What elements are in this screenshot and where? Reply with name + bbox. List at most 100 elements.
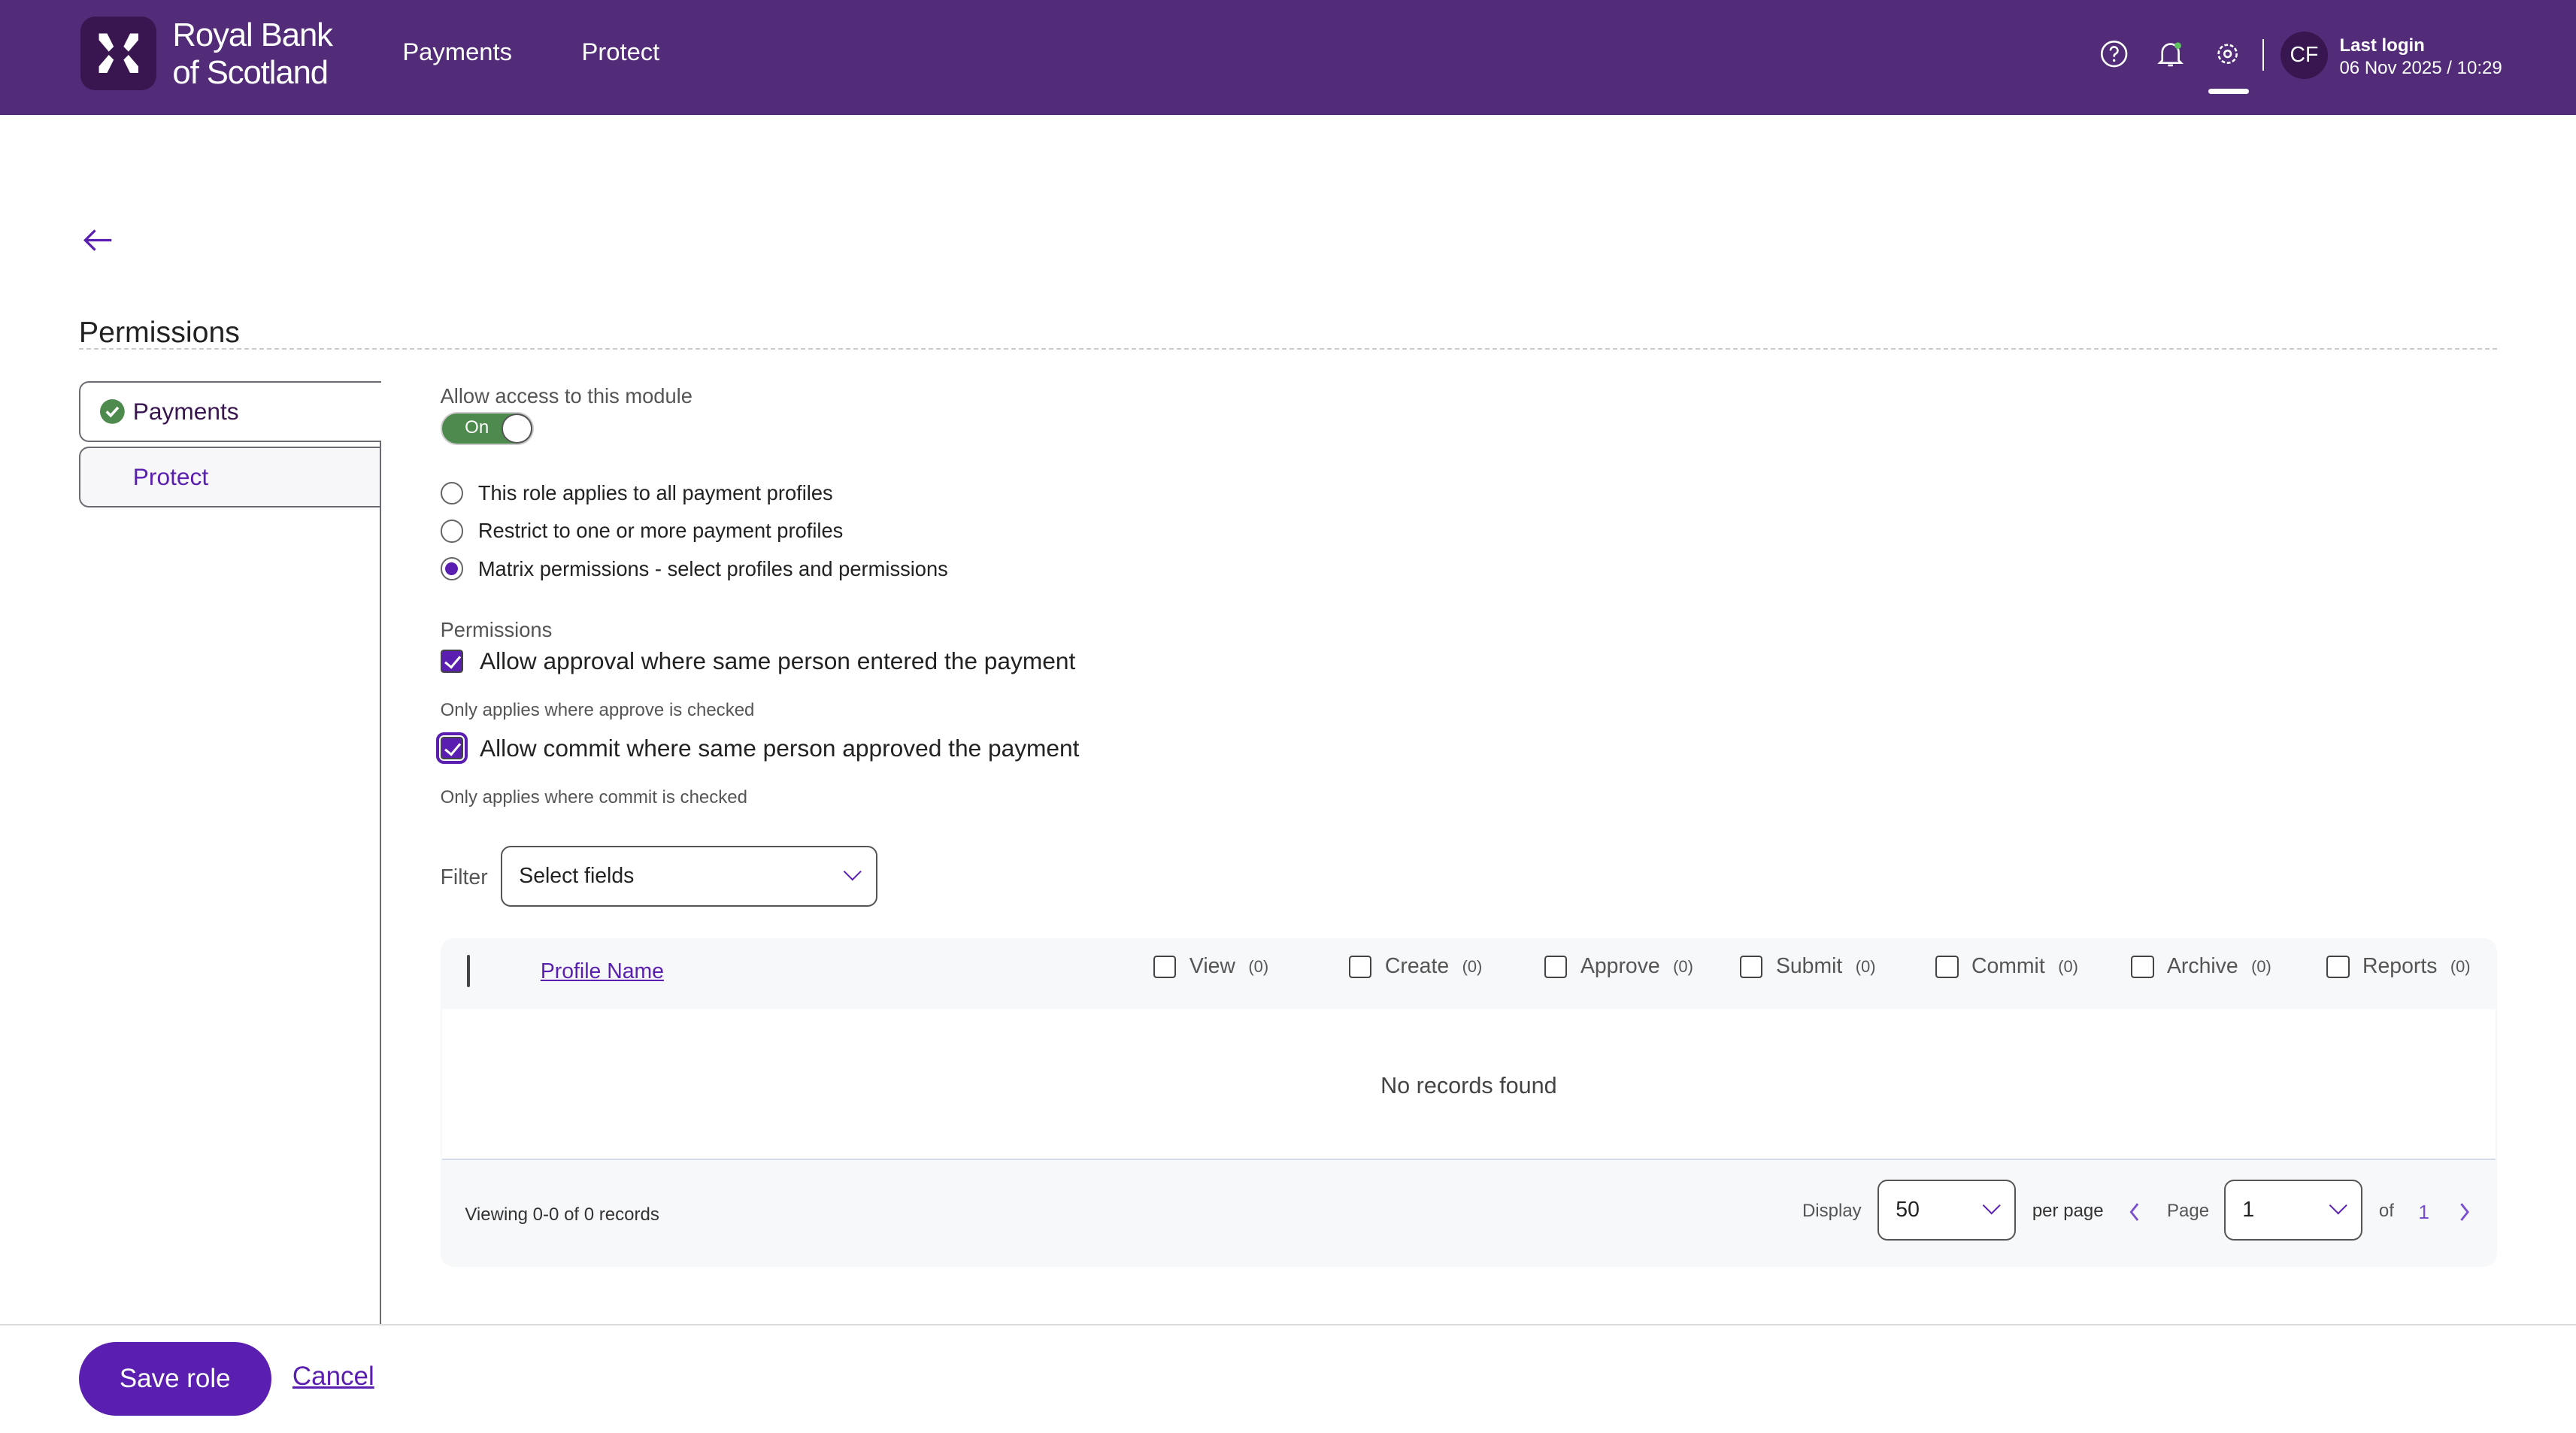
prev-page-icon[interactable] xyxy=(2128,1202,2141,1222)
chevron-down-icon xyxy=(843,862,862,882)
column-checkbox[interactable] xyxy=(1348,955,1372,979)
cancel-link[interactable]: Cancel xyxy=(292,1362,374,1392)
sidebar-item-payments[interactable]: Payments xyxy=(78,380,381,442)
rbs-logo-icon[interactable] xyxy=(80,16,156,91)
allow-commit-checkbox[interactable] xyxy=(435,732,468,765)
radio-button[interactable] xyxy=(440,557,464,580)
column-checkbox[interactable] xyxy=(1935,955,1959,979)
avatar[interactable]: CF xyxy=(2280,31,2329,79)
column-create[interactable]: Create (0) xyxy=(1348,954,1483,979)
brand-line-2: of Scotland xyxy=(172,54,329,92)
radio-button[interactable] xyxy=(440,520,464,543)
table-body: No records found xyxy=(441,1008,2496,1160)
allow-commit-checkbox-row[interactable]: Allow commit where same person approved … xyxy=(435,732,1080,765)
allow-approval-checkbox-row[interactable]: Allow approval where same person entered… xyxy=(440,647,1076,675)
radio-all-profiles[interactable]: This role applies to all payment profile… xyxy=(440,481,833,505)
column-view[interactable]: View (0) xyxy=(1153,954,1268,979)
last-login-value: 06 Nov 2025 / 10:29 xyxy=(2339,58,2502,79)
radio-label: Matrix permissions - select profiles and… xyxy=(477,556,948,580)
column-label: View xyxy=(1189,954,1235,979)
column-label: Archive xyxy=(2166,954,2238,979)
column-label: Commit xyxy=(1971,954,2045,979)
divider xyxy=(2262,39,2264,71)
filter-label: Filter xyxy=(440,865,488,890)
total-pages[interactable]: 1 xyxy=(2418,1201,2429,1224)
page-select[interactable]: 1 xyxy=(2224,1179,2363,1241)
checkbox-label: Allow commit where same person approved … xyxy=(480,734,1080,762)
access-label: Allow access to this module xyxy=(440,384,692,408)
sidebar-divider xyxy=(379,440,381,1325)
save-role-button[interactable]: Save role xyxy=(78,1342,271,1416)
radio-label: This role applies to all payment profile… xyxy=(477,481,833,505)
chevron-down-icon xyxy=(1982,1196,2001,1216)
last-login: Last login 06 Nov 2025 / 10:29 xyxy=(2339,35,2502,80)
filter-select[interactable]: Select fields xyxy=(501,846,877,907)
per-page-value: 50 xyxy=(1896,1197,1920,1222)
check-circle-icon xyxy=(100,398,125,424)
column-count: (0) xyxy=(2251,956,2271,976)
column-approve[interactable]: Approve (0) xyxy=(1544,954,1693,979)
page-title: Permissions xyxy=(78,315,240,349)
top-navbar: Royal Bank of Scotland Payments Protect … xyxy=(0,0,2576,115)
empty-message: No records found xyxy=(1380,1072,1557,1098)
records-count: Viewing 0-0 of 0 records xyxy=(465,1204,659,1225)
next-page-icon[interactable] xyxy=(2458,1202,2471,1222)
active-indicator xyxy=(2208,88,2250,94)
column-label: Approve xyxy=(1580,954,1660,979)
radio-restrict-profiles[interactable]: Restrict to one or more payment profiles xyxy=(440,519,844,543)
chevron-down-icon xyxy=(2329,1196,2347,1216)
nav-payments[interactable]: Payments xyxy=(402,38,512,66)
column-commit[interactable]: Commit (0) xyxy=(1935,954,2078,979)
sidebar-item-protect[interactable]: Protect xyxy=(78,447,381,508)
brand-name: Royal Bank of Scotland xyxy=(172,16,333,92)
column-submit[interactable]: Submit (0) xyxy=(1739,954,1876,979)
per-page-select[interactable]: 50 xyxy=(1877,1179,2016,1241)
column-count: (0) xyxy=(2450,956,2471,976)
of-label: of xyxy=(2378,1201,2394,1222)
display-label: Display xyxy=(1802,1201,1862,1222)
footer-divider xyxy=(0,1324,2576,1325)
checkbox-label: Allow approval where same person entered… xyxy=(480,647,1076,674)
page-label: Page xyxy=(2167,1201,2210,1222)
radio-label: Restrict to one or more payment profiles xyxy=(477,519,844,543)
column-reports[interactable]: Reports (0) xyxy=(2326,954,2471,979)
brand-line-1: Royal Bank xyxy=(172,16,333,53)
nav-protect[interactable]: Protect xyxy=(581,38,660,66)
permissions-label: Permissions xyxy=(440,617,553,641)
column-archive[interactable]: Archive (0) xyxy=(2130,954,2271,979)
filter-placeholder: Select fields xyxy=(519,864,635,889)
column-count: (0) xyxy=(1462,956,1483,976)
allow-approval-checkbox[interactable] xyxy=(440,650,464,673)
module-access-toggle[interactable]: On xyxy=(440,412,535,446)
permissions-table: Profile Name View (0) Create (0) Approve (0… xyxy=(440,938,2498,1267)
page-value: 1 xyxy=(2242,1197,2255,1222)
column-count: (0) xyxy=(1855,956,1876,976)
commit-hint: Only applies where commit is checked xyxy=(440,786,748,807)
column-label: Create xyxy=(1384,954,1450,979)
sidebar-item-label: Payments xyxy=(132,397,239,425)
column-count: (0) xyxy=(1673,956,1693,976)
profile-name-header[interactable]: Profile Name xyxy=(540,959,664,984)
per-page-label: per page xyxy=(2032,1201,2104,1222)
radio-button[interactable] xyxy=(440,481,464,505)
column-checkbox[interactable] xyxy=(2326,955,2350,979)
radio-matrix-permissions[interactable]: Matrix permissions - select profiles and… xyxy=(440,556,948,581)
column-label: Reports xyxy=(2362,954,2438,979)
bell-icon[interactable] xyxy=(2156,39,2185,68)
title-divider xyxy=(78,348,2498,350)
toggle-knob xyxy=(501,414,533,444)
column-count: (0) xyxy=(1248,956,1269,976)
last-login-label: Last login xyxy=(2339,35,2425,56)
select-all-checkbox[interactable] xyxy=(466,954,470,987)
column-checkbox[interactable] xyxy=(2130,955,2154,979)
toggle-label: On xyxy=(465,417,489,438)
column-checkbox[interactable] xyxy=(1739,955,1763,979)
approval-hint: Only applies where approve is checked xyxy=(440,699,755,720)
help-icon[interactable] xyxy=(2099,39,2129,68)
column-label: Submit xyxy=(1775,954,1843,979)
sidebar-item-label: Protect xyxy=(132,463,209,491)
back-arrow-icon[interactable] xyxy=(82,227,114,253)
gear-icon[interactable] xyxy=(2213,39,2242,68)
column-checkbox[interactable] xyxy=(1544,955,1568,979)
column-checkbox[interactable] xyxy=(1153,955,1177,979)
